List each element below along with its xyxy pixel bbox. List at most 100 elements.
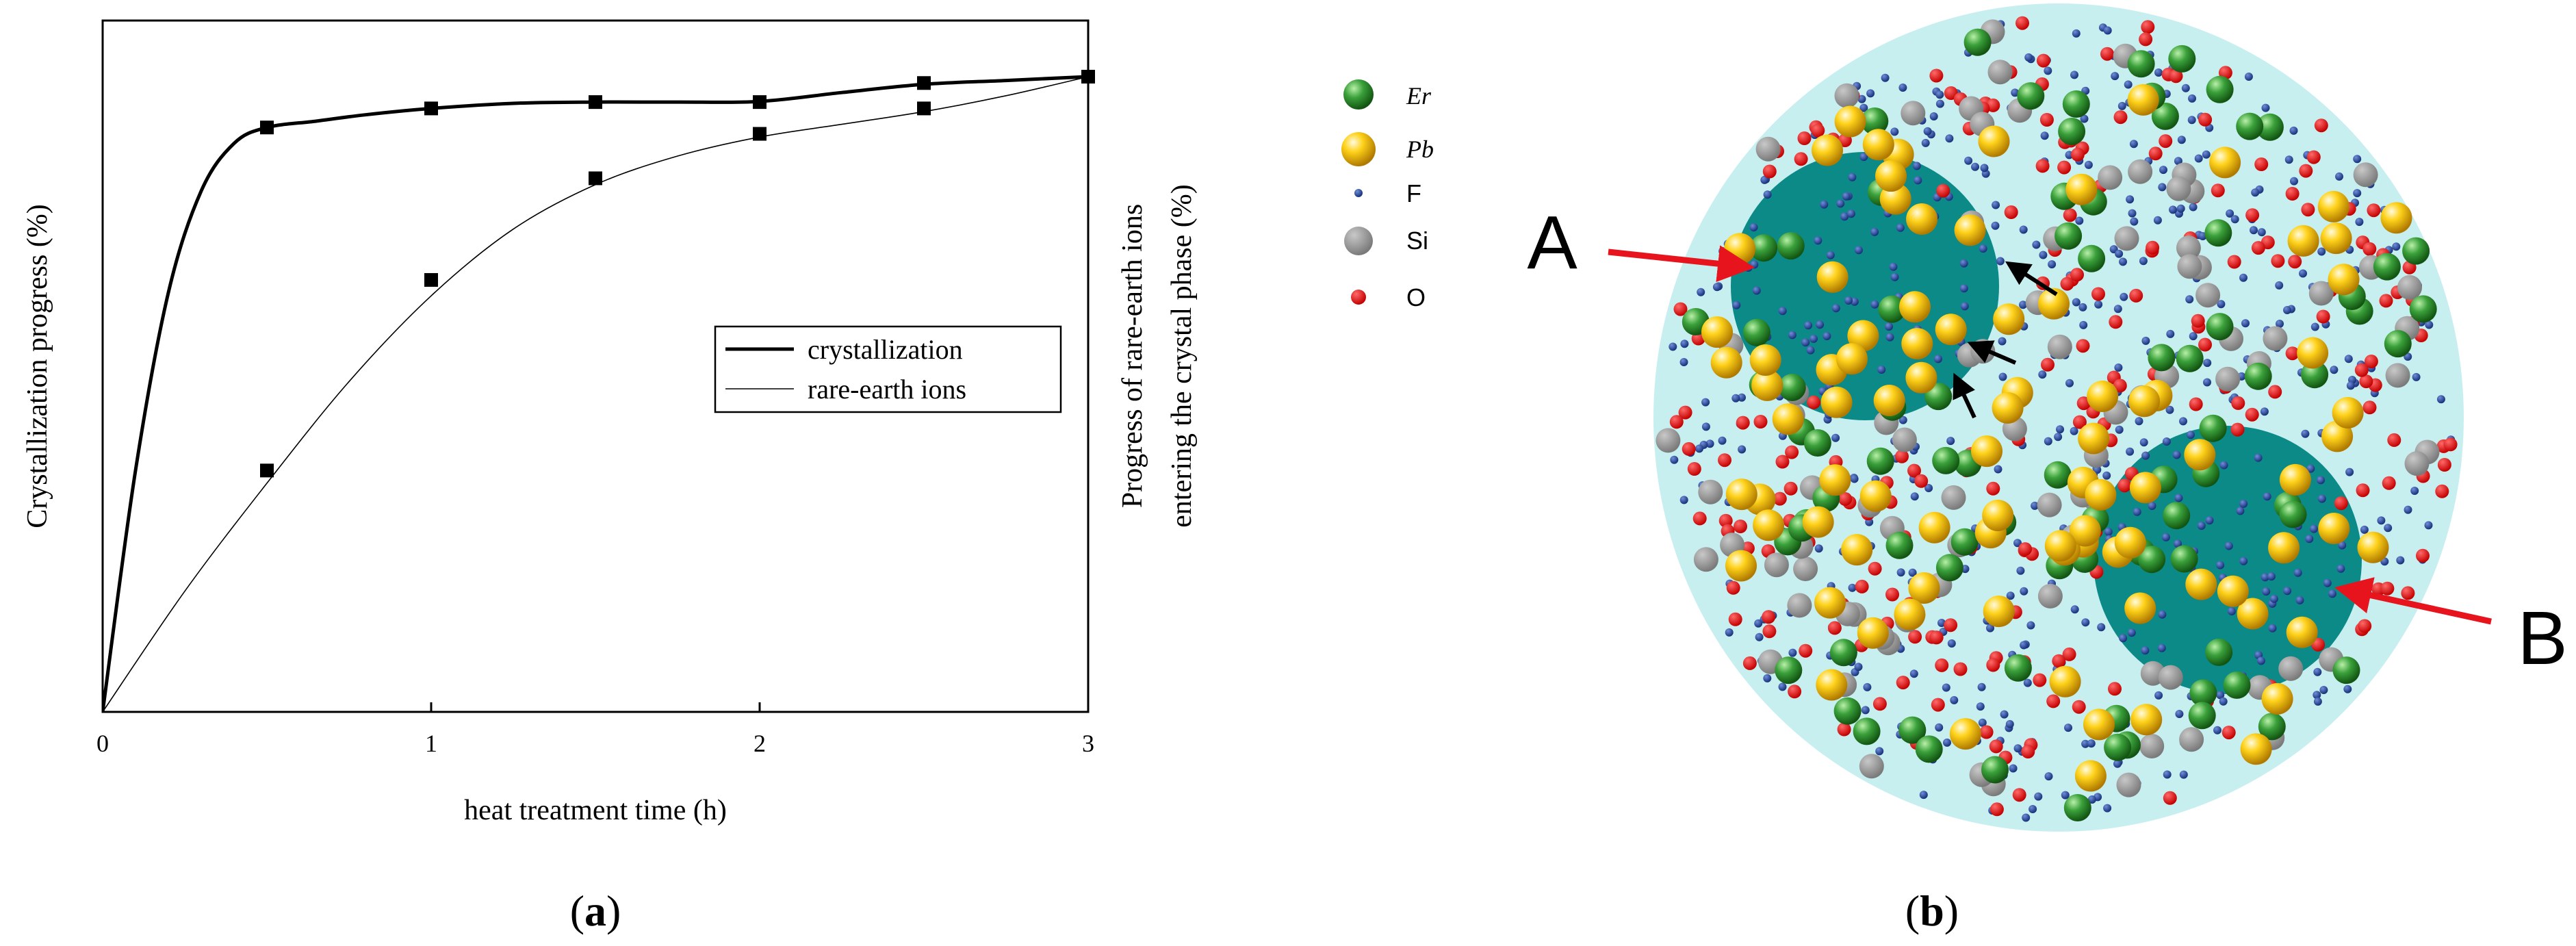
fluorine-ion bbox=[2226, 209, 2234, 218]
fluorine-ion bbox=[2203, 359, 2212, 368]
silicon-atom bbox=[1892, 427, 1917, 452]
oxygen-ion bbox=[1762, 624, 1777, 639]
oxygen-ion bbox=[2057, 160, 2072, 175]
fluorine-ion bbox=[2217, 300, 2226, 309]
erbium-ion-glass bbox=[2206, 75, 2234, 103]
oxygen-ion bbox=[2191, 314, 2205, 328]
fluorine-ion bbox=[2094, 300, 2103, 309]
x-axis-label: heat treatment time (h) bbox=[464, 795, 727, 826]
oxygen-ion bbox=[1682, 442, 1696, 456]
fluorine-ion bbox=[2219, 697, 2228, 706]
oxygen-ion bbox=[2018, 542, 2033, 557]
fluorine-ion bbox=[1991, 221, 2000, 230]
erbium-ion-glass bbox=[2206, 313, 2234, 341]
y-axis-right-label-line2: entering the crystal phase (%) bbox=[1166, 184, 1198, 527]
silicon-atom bbox=[2128, 159, 2153, 184]
oxygen-ion bbox=[1783, 481, 1798, 496]
erbium-ion-crystal bbox=[2205, 638, 2233, 666]
oxygen-ion bbox=[1807, 395, 1821, 409]
oxygen-ion bbox=[1929, 68, 1944, 83]
erbium-ion-crystal bbox=[1750, 234, 1778, 262]
oxygen-ion bbox=[2285, 346, 2300, 361]
fluorine-ion bbox=[1959, 259, 1968, 268]
lead-ion-glass bbox=[1802, 506, 1834, 538]
fluorine-ion bbox=[2177, 136, 2186, 144]
fluorine-ion bbox=[2141, 646, 2150, 655]
y-axis-right-label-line1: Progress of rare-earth ions bbox=[1117, 204, 1148, 508]
fluorine-ion bbox=[2263, 492, 2271, 501]
fluorine-ion bbox=[1950, 695, 1959, 704]
fluorine-ion bbox=[1980, 164, 1989, 172]
oxygen-ion bbox=[2063, 208, 2077, 222]
erbium-ion-glass bbox=[1803, 429, 1831, 457]
erbium-ion-glass bbox=[2004, 654, 2032, 682]
lead-ion-crystal bbox=[1899, 291, 1931, 323]
silicon-atom bbox=[1859, 754, 1884, 779]
lead-ion-crystal bbox=[1836, 343, 1868, 375]
oxygen-ion bbox=[1762, 164, 1777, 179]
fluorine-ion bbox=[2039, 251, 2048, 259]
fluorine-ion bbox=[2016, 566, 2025, 575]
fluorine-ion bbox=[2269, 594, 2278, 603]
fluorine-ion bbox=[2412, 372, 2421, 381]
fluorine-ion bbox=[2254, 453, 2263, 462]
erbium-ion-crystal bbox=[1777, 232, 1805, 260]
erbium-ion-glass bbox=[2258, 713, 2286, 741]
oxygen-ion bbox=[2100, 47, 2114, 61]
fluorine-ion bbox=[1850, 474, 1859, 483]
oxygen-ion bbox=[2314, 118, 2328, 133]
silicon-atom bbox=[1787, 593, 1812, 618]
fluorine-ion bbox=[2345, 468, 2354, 476]
data-point-crystallization bbox=[917, 76, 931, 90]
fluorine-ion bbox=[2019, 225, 2028, 234]
silicon-atom bbox=[2176, 235, 2201, 261]
oxygen-ion bbox=[1838, 492, 1853, 506]
erbium-ion-glass bbox=[2058, 118, 2086, 145]
lead-ion-glass bbox=[1814, 587, 1846, 619]
x-tick-label: 3 bbox=[1082, 730, 1094, 757]
fluorine-ion bbox=[2020, 587, 2028, 596]
oxygen-ion bbox=[1827, 621, 1842, 635]
fluorine-ion bbox=[2114, 363, 2123, 372]
oxygen-ion bbox=[2035, 159, 2050, 173]
fluorine-ion bbox=[1806, 346, 1815, 355]
fluorine-ion bbox=[1935, 90, 1944, 99]
lead-ion-glass bbox=[2078, 422, 2110, 455]
fluorine-ion bbox=[2162, 437, 2171, 446]
fluorine-ion bbox=[2343, 685, 2352, 693]
fluorine-ion bbox=[2293, 568, 2302, 577]
oxygen-ion bbox=[1734, 520, 1747, 533]
lead-ion-crystal bbox=[1816, 261, 1849, 293]
oxygen-ion bbox=[2443, 437, 2458, 452]
fluorine-ion bbox=[1921, 138, 1930, 147]
data-point-crystallization bbox=[260, 120, 274, 135]
lead-ion-glass bbox=[1949, 718, 1981, 750]
fluorine-ion bbox=[2392, 242, 2401, 251]
fluorine-ion bbox=[1814, 544, 1823, 553]
oxygen-ion bbox=[1872, 697, 1887, 711]
fluorine-ion bbox=[1866, 89, 1875, 98]
fluorine-ion bbox=[2313, 697, 2322, 706]
fluorine-ion bbox=[1992, 201, 2000, 209]
fluorine-ion bbox=[2054, 433, 2063, 442]
fluorine-ion bbox=[1680, 340, 1689, 348]
fluorine-ion bbox=[2317, 476, 2325, 485]
fluorine-ion bbox=[1822, 332, 1831, 340]
fluorine-ion bbox=[2187, 116, 2196, 125]
fluorine-ion bbox=[2230, 215, 2239, 224]
fluorine-ion bbox=[1898, 84, 1907, 92]
erbium-ion-glass bbox=[1981, 756, 2009, 784]
lead-ion-glass bbox=[2128, 385, 2161, 418]
fluorine-ion bbox=[1831, 433, 1840, 442]
fluorine-ion bbox=[1752, 286, 1761, 295]
legend-pb-icon bbox=[1341, 132, 1376, 166]
erbium-ion-glass bbox=[2063, 794, 2091, 821]
crystallization-chart: 0 1 2 3 heat treatment time (h) Crystalliza… bbox=[22, 19, 1198, 935]
fluorine-ion bbox=[1910, 492, 1919, 501]
fluorine-ion bbox=[1898, 416, 1907, 424]
fluorine-ion bbox=[2078, 303, 2087, 311]
fluorine-ion bbox=[2424, 521, 2433, 530]
erbium-ion-crystal bbox=[1878, 295, 1906, 323]
oxygen-ion bbox=[1673, 302, 1688, 316]
fluorine-ion bbox=[2404, 505, 2412, 514]
